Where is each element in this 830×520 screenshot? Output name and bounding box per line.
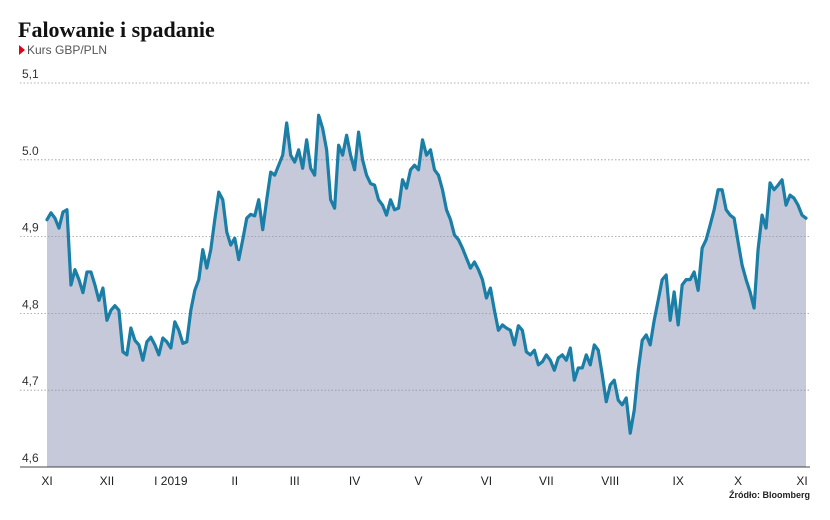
y-tick-label: 4,8 bbox=[22, 297, 39, 311]
chart-subtitle: Kurs GBP/PLN bbox=[27, 43, 107, 57]
x-tick-label: IX bbox=[672, 474, 683, 488]
x-tick-label: XI bbox=[41, 474, 52, 488]
x-tick-label: I 2019 bbox=[154, 474, 188, 488]
x-tick-label: IV bbox=[349, 474, 360, 488]
y-tick-label: 5.0 bbox=[22, 144, 39, 158]
x-tick-label: V bbox=[415, 474, 423, 488]
x-tick-label: VIII bbox=[601, 474, 619, 488]
x-tick-label: VII bbox=[539, 474, 554, 488]
x-tick-label: XI bbox=[796, 474, 807, 488]
source-note: Źródło: Bloomberg bbox=[729, 490, 810, 500]
area-fill bbox=[47, 115, 806, 467]
chart-title: Falowanie i spadanie bbox=[18, 17, 215, 42]
y-tick-label: 4,6 bbox=[22, 451, 39, 465]
rate-line bbox=[45, 113, 808, 435]
y-tick-label: 5,1 bbox=[22, 67, 39, 81]
subtitle-marker bbox=[19, 45, 25, 55]
x-tick-label: X bbox=[734, 474, 742, 488]
x-tick-label: II bbox=[231, 474, 238, 488]
x-tick-label: XII bbox=[100, 474, 115, 488]
y-tick-label: 4,9 bbox=[22, 221, 39, 235]
x-tick-label: VI bbox=[481, 474, 492, 488]
y-tick-label: 4,7 bbox=[22, 374, 39, 388]
x-tick-label: III bbox=[290, 474, 300, 488]
